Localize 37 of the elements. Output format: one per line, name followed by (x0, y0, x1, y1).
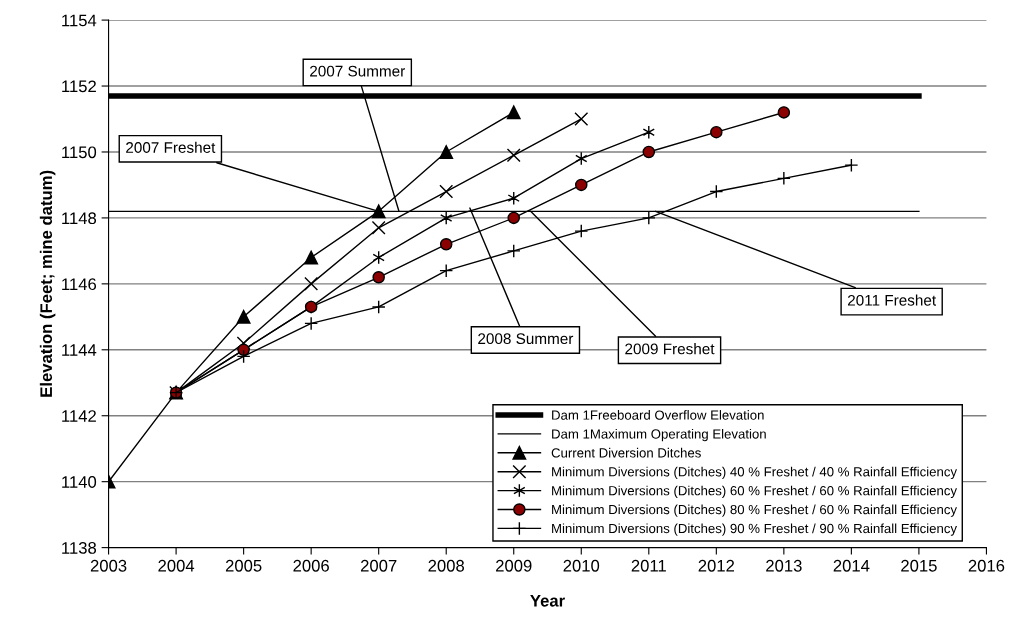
x-tick-label: 2014 (833, 559, 870, 572)
x-tick-label: 2007 (360, 559, 397, 572)
y-tick-label: 1138 (62, 542, 97, 554)
legend-label: Minimum Diversions (Ditches) 60 % Freshet / 60 % Rainfall Efficiency (552, 485, 957, 498)
legend-label: Minimum Diversions (Ditches) 40 % Freshet / 40 % Rainfall Efficiency (552, 466, 957, 480)
legend-label: Minimum Diversions (Ditches) 80 % Freshet / 60 % Rainfall Efficiency (552, 504, 957, 517)
x-tick-label: 2013 (766, 559, 802, 572)
y-tick-label: 1152 (62, 80, 96, 93)
x-tick-label: 2015 (901, 559, 937, 572)
x-tick-label: 2009 (496, 559, 532, 572)
x-tick-label: 2005 (225, 559, 262, 572)
y-axis-title: Elevation (Feet; mine datum) (39, 170, 56, 397)
x-tick-label: 2012 (698, 559, 735, 572)
x-tick-label: 2010 (563, 559, 600, 572)
y-tick-label: 1140 (62, 476, 97, 488)
x-tick-label: 2006 (293, 559, 329, 572)
x-tick-label: 2004 (158, 559, 195, 572)
legend-label: Dam 1Maximum Operating Elevation (552, 428, 766, 442)
y-tick-label: 1142 (62, 410, 96, 422)
x-tick-label: 2011 (631, 559, 666, 572)
y-tick-label: 1144 (62, 344, 97, 356)
annotation: 2009 Freshet (625, 343, 715, 355)
y-tick-label: 1146 (62, 278, 97, 291)
annotation: 2011 Freshet (847, 294, 936, 306)
annotation: 2007 Freshet (126, 141, 216, 153)
y-tick-label: 1154 (62, 14, 97, 27)
x-axis-title: Year (530, 595, 565, 607)
legend-label: Minimum Diversions (Ditches) 90 % Freshet / 90 % Rainfall Efficiency (552, 523, 957, 536)
y-tick-label: 1150 (62, 146, 97, 159)
annotation: 2008 Summer (478, 333, 574, 345)
y-tick-label: 1148 (62, 212, 97, 225)
x-tick-label: 2003 (90, 559, 127, 572)
x-tick-label: 2008 (428, 559, 465, 572)
legend-label: Current Diversion Ditches (551, 447, 701, 458)
annotation: 2007 Summer (310, 65, 405, 77)
legend-label: Dam 1Freeboard Overflow Elevation (552, 410, 764, 420)
x-tick-label: 2016 (968, 559, 1005, 572)
